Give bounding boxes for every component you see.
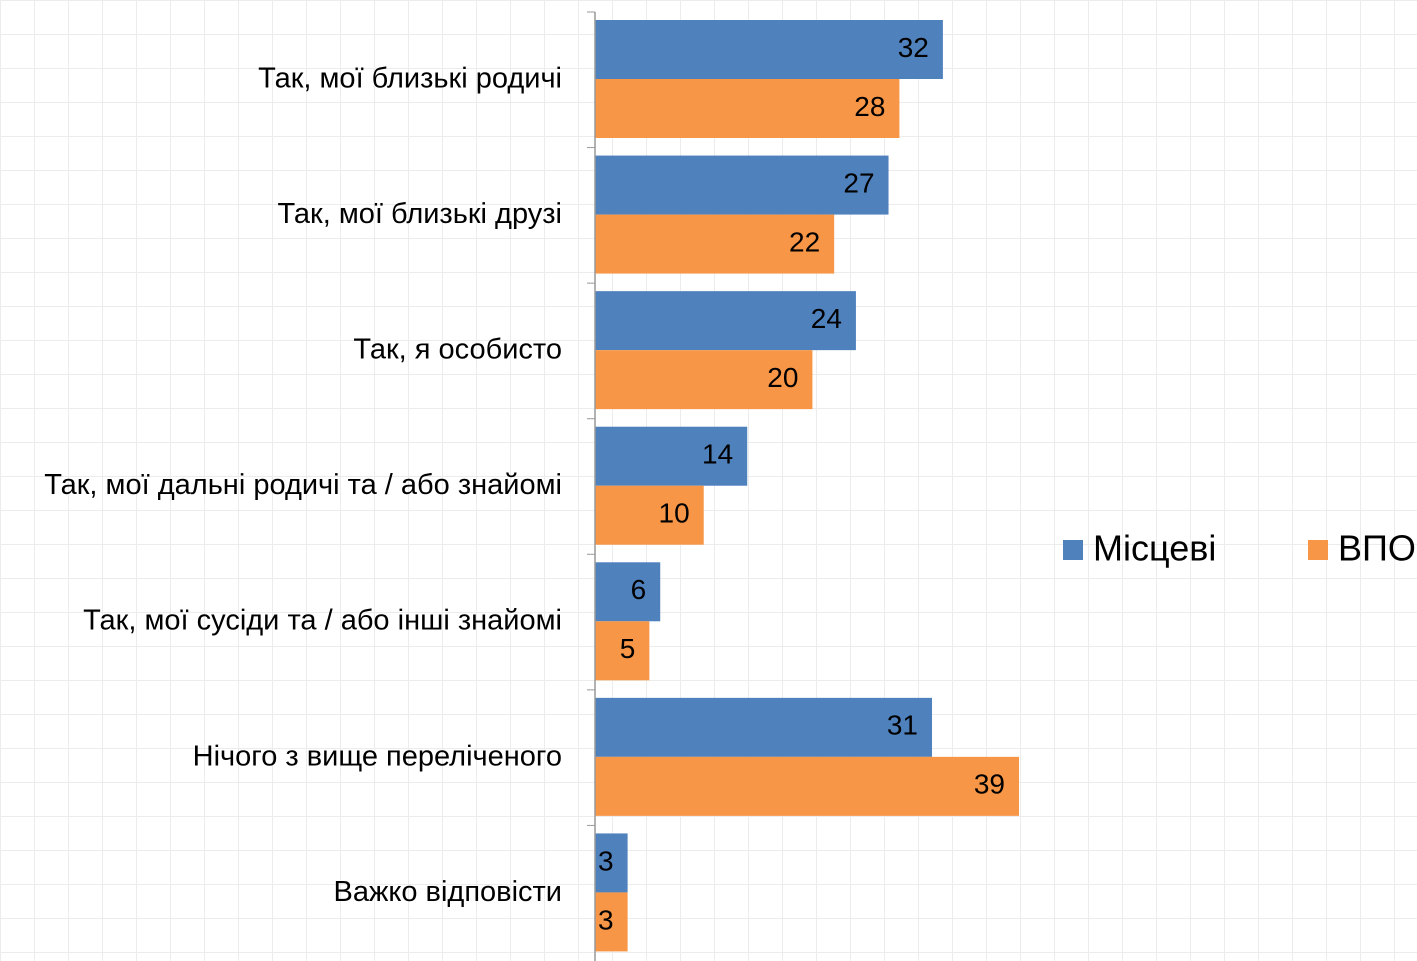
data-label: 31 (887, 710, 918, 741)
data-label: 3 (598, 845, 614, 876)
bar (595, 621, 650, 681)
bar (595, 833, 628, 893)
data-label: 27 (843, 167, 874, 198)
y-tick-label: Нічого з вище переліченого (193, 740, 562, 772)
y-tick-label: Так, мої сусіди та / або інші знайомі (83, 605, 562, 637)
y-tick-label: Так, я особисто (353, 334, 562, 366)
bar (595, 892, 628, 952)
legend-swatch (1063, 540, 1083, 560)
bar (595, 214, 835, 274)
bar (595, 20, 943, 79)
bar (595, 697, 933, 757)
data-label: 22 (789, 226, 820, 257)
data-label: 20 (767, 362, 798, 393)
y-tick-label: Так, мої дальні родичі та / або знайомі (44, 469, 562, 501)
data-label: 10 (659, 498, 690, 529)
bar (595, 291, 856, 351)
data-label: 14 (702, 439, 733, 470)
bar (595, 562, 661, 622)
bar (595, 155, 889, 215)
bar (595, 350, 813, 410)
data-label: 6 (631, 574, 647, 605)
legend-label: Місцеві (1093, 528, 1216, 569)
data-label: 24 (811, 303, 842, 334)
data-label: 28 (854, 91, 885, 122)
legend-label: ВПО (1338, 528, 1416, 569)
y-tick-label: Так, мої близькі друзі (277, 198, 562, 230)
legend-swatch (1308, 540, 1328, 560)
data-label: 39 (974, 769, 1005, 800)
y-tick-label: Так, мої близькі родичі (258, 62, 562, 94)
bar (595, 79, 900, 138)
bar (595, 756, 1019, 816)
data-label: 32 (898, 32, 929, 63)
data-label: 3 (598, 904, 614, 935)
bar (595, 485, 704, 545)
bar (595, 426, 748, 486)
data-label: 5 (620, 633, 636, 664)
y-tick-label: Важко відповісти (333, 876, 562, 908)
